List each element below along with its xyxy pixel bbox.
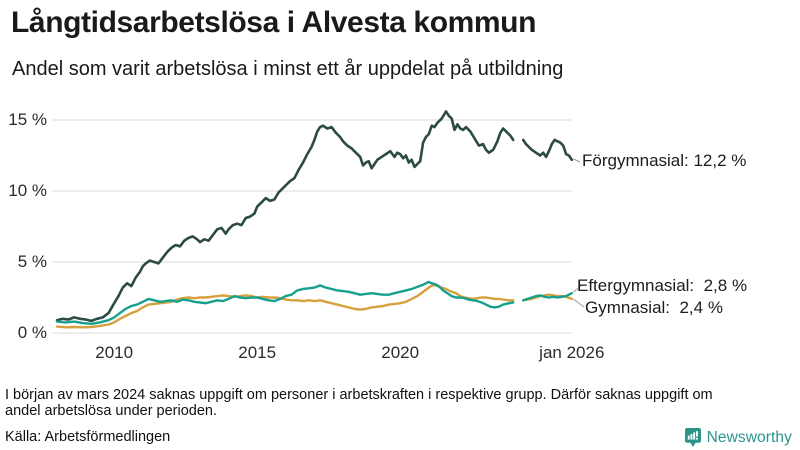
page-title: Långtidsarbetslösa i Alvesta kommun bbox=[11, 6, 537, 39]
series-line-forgymnasial bbox=[521, 138, 574, 162]
y-axis-tick-label: 10 % bbox=[8, 181, 47, 200]
page-subtitle: Andel som varit arbetslösa i minst ett å… bbox=[12, 58, 564, 80]
x-axis-tick-label: jan 2026 bbox=[539, 343, 605, 362]
series-line-gymnasial bbox=[522, 293, 573, 302]
label-leader-line-0 bbox=[573, 158, 581, 163]
newsworthy-icon bbox=[684, 428, 701, 447]
series-line-forgymnasial bbox=[55, 110, 515, 323]
x-axis-tick-label: 2015 bbox=[238, 343, 277, 362]
series-line-eftergymnasial bbox=[55, 280, 515, 325]
series-label-eftergymnasial: Eftergymnasial: 2,8 % bbox=[577, 276, 748, 295]
series-line-eftergymnasial bbox=[522, 292, 573, 302]
y-axis-tick-label: 5 % bbox=[17, 252, 47, 271]
footnote-line-2: andel arbetslösa under perioden. bbox=[5, 403, 218, 419]
newsworthy-logo: Newsworthy bbox=[684, 427, 792, 448]
x-axis-tick-label: 2020 bbox=[381, 343, 420, 362]
newsworthy-wordmark: Newsworthy bbox=[706, 428, 792, 446]
series-label-gymnasial: Gymnasial: 2,4 % bbox=[585, 298, 723, 317]
source-credit: Källa: Arbetsförmedlingen bbox=[5, 429, 171, 445]
y-axis-tick-label: 15 % bbox=[8, 110, 47, 129]
footnote-line-1: I början av mars 2024 saknas uppgift om … bbox=[5, 387, 713, 403]
x-axis-tick-label: 2010 bbox=[95, 343, 134, 362]
label-leader-line-2 bbox=[573, 298, 585, 308]
y-axis-tick-label: 0 % bbox=[17, 323, 47, 342]
series-label-forgymnasial: Förgymnasial: 12,2 % bbox=[582, 151, 747, 170]
series-line-gymnasial bbox=[55, 283, 515, 329]
